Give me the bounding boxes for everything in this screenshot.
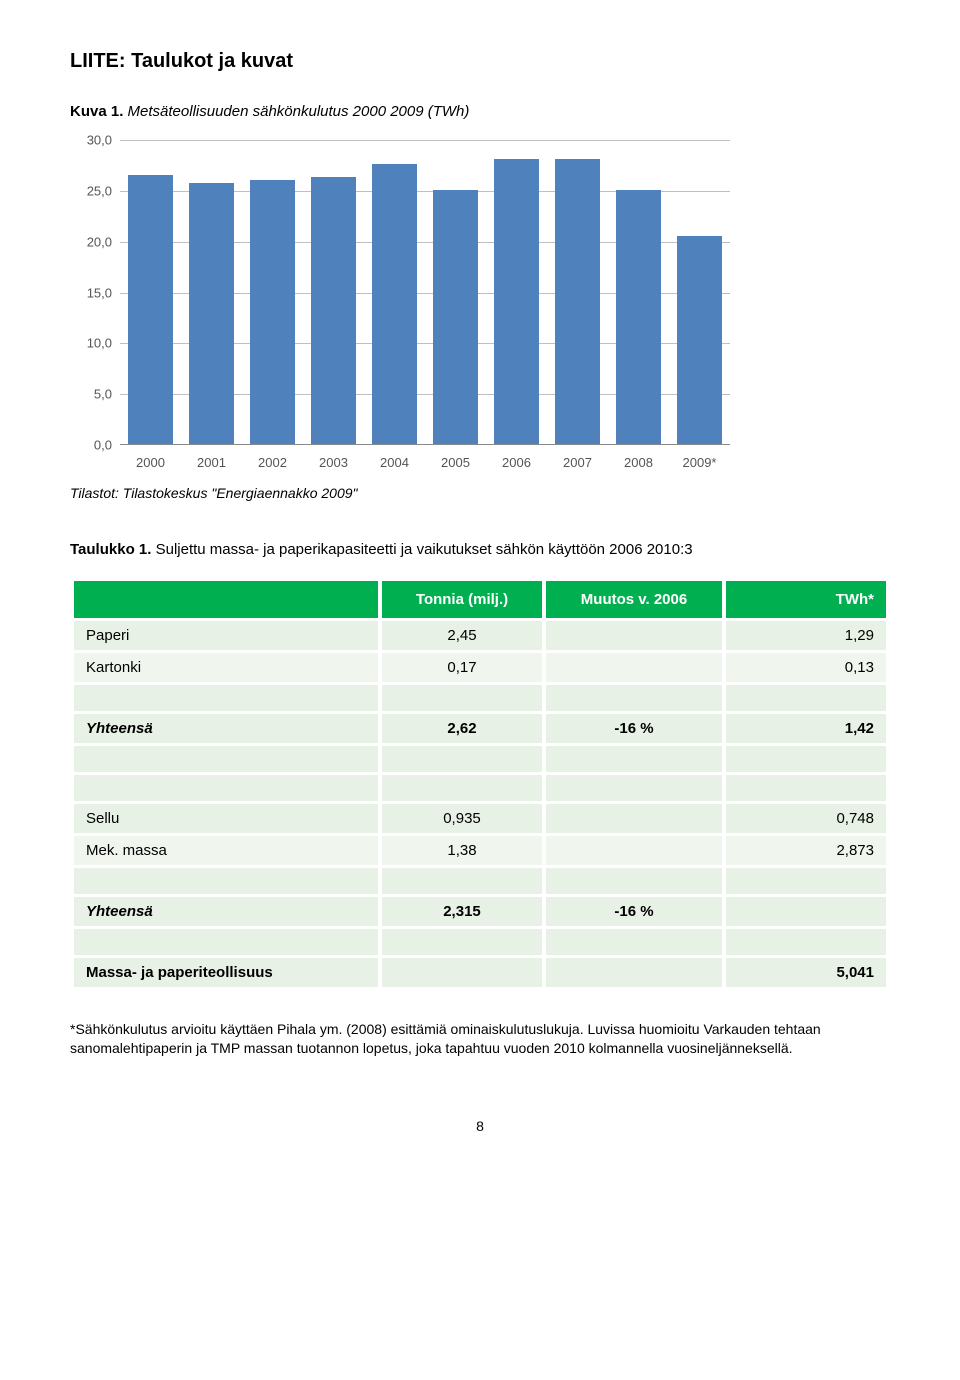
- bar: [372, 164, 417, 444]
- cell-val: 5,041: [726, 958, 886, 987]
- spacer-row: [74, 775, 886, 801]
- spacer-row: [74, 746, 886, 772]
- bar: [250, 180, 295, 444]
- x-axis-label: 2008: [616, 455, 661, 470]
- cell-val: [546, 653, 722, 682]
- cell-val: 2,62: [382, 714, 542, 743]
- table-header: TWh*: [726, 581, 886, 618]
- cell-val: 1,42: [726, 714, 886, 743]
- cell-name: Massa- ja paperiteollisuus: [74, 958, 378, 987]
- cell-name: Sellu: [74, 804, 378, 833]
- table-row: Kartonki 0,17 0,13: [74, 653, 886, 682]
- figure-caption: Kuva 1. Metsäteollisuuden sähkönkulutus …: [70, 103, 890, 120]
- x-axis-label: 2004: [372, 455, 417, 470]
- bar: [433, 190, 478, 444]
- cell-val: 2,45: [382, 621, 542, 650]
- page-heading: LIITE: Taulukot ja kuvat: [70, 50, 890, 73]
- footnote: *Sähkönkulutus arvioitu käyttäen Pihala …: [70, 1020, 890, 1058]
- bar: [616, 190, 661, 444]
- cell-val: [726, 897, 886, 926]
- y-axis-label: 25,0: [87, 183, 112, 198]
- table-caption: Taulukko 1. Suljettu massa- ja paperikap…: [70, 541, 890, 558]
- x-axis-label: 2009*: [677, 455, 722, 470]
- subtotal-row: Yhteensä 2,62 -16 % 1,42: [74, 714, 886, 743]
- y-axis-label: 20,0: [87, 234, 112, 249]
- cell-val: -16 %: [546, 897, 722, 926]
- bar: [494, 159, 539, 444]
- total-row: Massa- ja paperiteollisuus 5,041: [74, 958, 886, 987]
- y-axis-label: 5,0: [94, 387, 112, 402]
- cell-val: 0,935: [382, 804, 542, 833]
- table-row: Paperi 2,45 1,29: [74, 621, 886, 650]
- cell-name: Yhteensä: [74, 714, 378, 743]
- cell-val: 0,748: [726, 804, 886, 833]
- bar: [311, 177, 356, 444]
- cell-val: [546, 804, 722, 833]
- bar: [189, 183, 234, 444]
- table-desc: Suljettu massa- ja paperikapasiteetti ja…: [156, 541, 693, 558]
- spacer-row: [74, 929, 886, 955]
- x-axis-label: 2003: [311, 455, 356, 470]
- bar: [555, 159, 600, 444]
- subtotal-row: Yhteensä 2,315 -16 %: [74, 897, 886, 926]
- cell-val: [546, 958, 722, 987]
- figure-label: Kuva 1.: [70, 103, 123, 120]
- cell-val: 1,29: [726, 621, 886, 650]
- table-header-row: Tonnia (milj.) Muutos v. 2006 TWh*: [74, 581, 886, 618]
- x-axis-label: 2001: [189, 455, 234, 470]
- table-header: Tonnia (milj.): [382, 581, 542, 618]
- cell-val: [546, 621, 722, 650]
- cell-val: [546, 836, 722, 865]
- y-axis-label: 0,0: [94, 438, 112, 453]
- figure-source: Tilastot: Tilastokeskus "Energiaennakko …: [70, 485, 890, 501]
- table-header: Muutos v. 2006: [546, 581, 722, 618]
- bar-chart: 2000 2001 2002 2003 2004 2005 2006 2007 2008 2009…: [70, 135, 730, 475]
- table-header: [74, 581, 378, 618]
- x-axis-label: 2002: [250, 455, 295, 470]
- bar: [677, 236, 722, 444]
- bar: [128, 175, 173, 444]
- cell-val: 0,13: [726, 653, 886, 682]
- cell-val: -16 %: [546, 714, 722, 743]
- x-axis-label: 2007: [555, 455, 600, 470]
- y-axis-label: 15,0: [87, 285, 112, 300]
- cell-name: Mek. massa: [74, 836, 378, 865]
- cell-val: 2,315: [382, 897, 542, 926]
- table-label: Taulukko 1.: [70, 541, 151, 558]
- x-axis-label: 2006: [494, 455, 539, 470]
- table-row: Mek. massa 1,38 2,873: [74, 836, 886, 865]
- data-table: Tonnia (milj.) Muutos v. 2006 TWh* Paper…: [70, 578, 890, 990]
- y-axis-label: 10,0: [87, 336, 112, 351]
- x-axis-label: 2005: [433, 455, 478, 470]
- cell-val: [382, 958, 542, 987]
- cell-val: 1,38: [382, 836, 542, 865]
- y-axis-label: 30,0: [87, 133, 112, 148]
- cell-name: Kartonki: [74, 653, 378, 682]
- page-number: 8: [70, 1118, 890, 1134]
- spacer-row: [74, 685, 886, 711]
- cell-name: Paperi: [74, 621, 378, 650]
- cell-val: 0,17: [382, 653, 542, 682]
- cell-name: Yhteensä: [74, 897, 378, 926]
- spacer-row: [74, 868, 886, 894]
- figure-desc: Metsäteollisuuden sähkönkulutus 2000 200…: [128, 103, 470, 120]
- table-row: Sellu 0,935 0,748: [74, 804, 886, 833]
- x-axis-label: 2000: [128, 455, 173, 470]
- cell-val: 2,873: [726, 836, 886, 865]
